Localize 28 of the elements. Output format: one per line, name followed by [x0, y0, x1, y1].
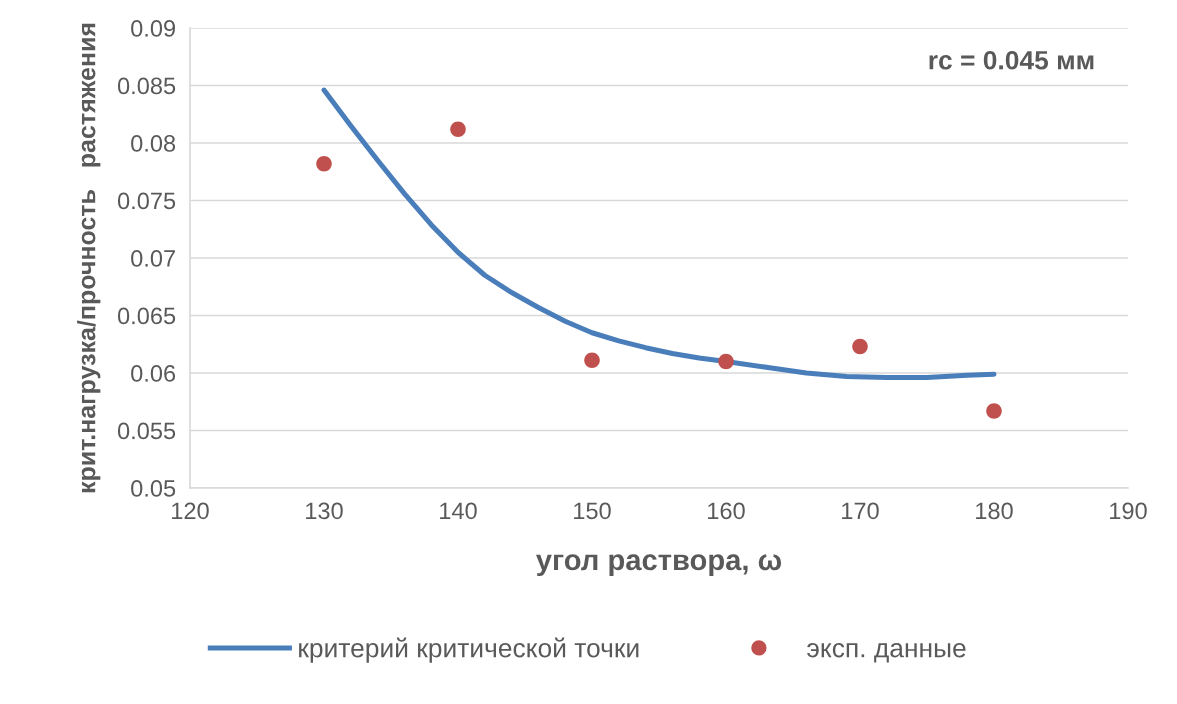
- y-tick-label: 0.09: [131, 20, 175, 37]
- x-tick-label: 170: [842, 502, 879, 520]
- y-tick-label: 0.07: [131, 250, 175, 267]
- y-tick-label: 0.08: [131, 135, 176, 152]
- point: [718, 353, 734, 370]
- x-tick-label: 180: [976, 502, 1013, 520]
- point: [450, 121, 466, 137]
- y-tick-label: 0.075: [117, 192, 176, 210]
- x-axis-title: угол раствора, ω: [536, 554, 782, 577]
- y-tick-label: 0.05: [131, 480, 176, 497]
- y-tick-label: 0.085: [117, 77, 176, 95]
- x-tick-label: 130: [306, 502, 343, 520]
- x-tick-label: 160: [708, 502, 745, 520]
- point: [986, 403, 1002, 419]
- legend-label: критерий критической точки: [299, 637, 639, 663]
- x-tick-label: 140: [440, 502, 477, 520]
- y-tick-label: 0.06: [131, 365, 176, 382]
- y-tick-label: 0.065: [117, 307, 176, 325]
- annotation: rc = 0.045 мм: [929, 50, 1094, 70]
- point: [852, 338, 868, 355]
- x-tick-label: 120: [172, 502, 209, 520]
- x-tick-label: 190: [1110, 502, 1147, 520]
- point: [584, 352, 600, 369]
- legend-label: эксп. данные: [807, 642, 966, 663]
- point: [316, 155, 332, 172]
- y-axis-title: крит.нагрузка/прочность растяжения: [77, 23, 101, 493]
- x-tick-label: 150: [574, 502, 611, 520]
- y-tick-label: 0.055: [117, 422, 176, 440]
